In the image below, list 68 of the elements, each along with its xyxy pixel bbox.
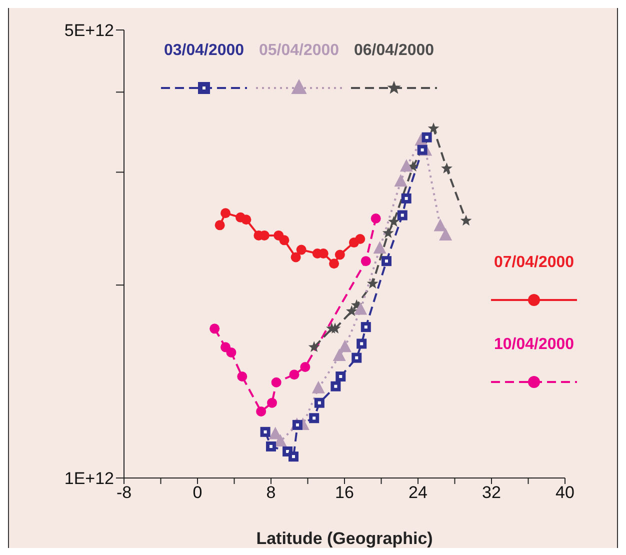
y-tick-label: 5E+12 xyxy=(64,21,114,40)
text: 03/04/2000 xyxy=(162,42,246,60)
x-tick-label: 32 xyxy=(482,483,501,502)
point xyxy=(288,452,299,462)
point xyxy=(289,370,300,380)
point xyxy=(260,426,270,437)
x-tick-label: 8 xyxy=(266,483,276,502)
point xyxy=(300,362,310,372)
point xyxy=(220,208,231,218)
point xyxy=(312,380,325,394)
point xyxy=(360,256,371,266)
point xyxy=(271,377,282,388)
point xyxy=(401,193,412,204)
point xyxy=(439,228,452,240)
point xyxy=(381,256,392,266)
point xyxy=(428,122,440,134)
point xyxy=(382,227,394,238)
point xyxy=(355,234,366,244)
point xyxy=(441,162,452,174)
point xyxy=(266,441,276,452)
point xyxy=(356,338,367,349)
point xyxy=(330,381,341,392)
x-tick-label: 16 xyxy=(335,483,354,502)
text: 06/04/2000 xyxy=(352,42,436,60)
point xyxy=(226,347,236,358)
point xyxy=(397,210,408,220)
x-tick-label: 40 xyxy=(556,483,574,502)
point xyxy=(388,216,400,227)
point xyxy=(296,244,306,255)
point xyxy=(292,420,302,430)
point xyxy=(417,144,428,155)
point xyxy=(237,372,248,382)
point xyxy=(460,214,472,226)
point xyxy=(334,250,345,260)
point xyxy=(336,372,346,382)
point xyxy=(332,348,346,362)
x-axis-title: Latitude (Geographic) xyxy=(256,529,433,548)
x-tick-label: -8 xyxy=(116,483,132,502)
point xyxy=(329,322,341,334)
point xyxy=(394,174,408,187)
point xyxy=(354,302,368,315)
y-tick-label: 1E+12 xyxy=(64,469,114,488)
x-tick-label: 0 xyxy=(192,483,202,502)
point xyxy=(422,132,432,142)
point xyxy=(366,278,378,289)
x-tick-label: 24 xyxy=(408,483,428,502)
point xyxy=(346,305,358,316)
point xyxy=(267,398,278,408)
point xyxy=(256,406,266,416)
point xyxy=(314,398,324,408)
text: 10/04/2000 xyxy=(492,336,576,354)
point xyxy=(400,159,413,172)
point xyxy=(360,322,371,332)
text: 05/04/2000 xyxy=(258,42,340,60)
point xyxy=(373,241,386,254)
text: 07/04/2000 xyxy=(492,254,576,272)
point xyxy=(338,340,352,352)
point xyxy=(241,214,252,225)
point xyxy=(210,324,220,334)
point xyxy=(434,218,447,232)
point xyxy=(279,235,290,246)
point xyxy=(309,413,320,424)
point xyxy=(352,352,362,363)
point xyxy=(290,252,301,262)
point xyxy=(370,214,381,224)
point xyxy=(329,258,340,269)
point xyxy=(214,220,225,230)
point xyxy=(308,341,320,352)
